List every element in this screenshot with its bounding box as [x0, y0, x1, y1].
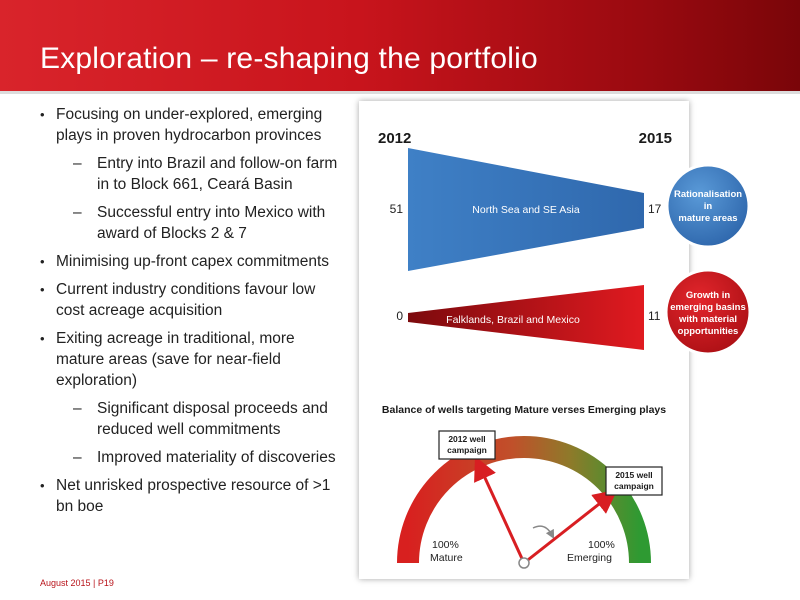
bullet-item: Focusing on under-explored, emerging pla… — [40, 104, 340, 146]
callout-2015-line: 2015 well — [615, 470, 652, 480]
header-bar: Exploration – re-shaping the portfolio — [0, 0, 800, 91]
emerging-wedge — [408, 285, 644, 350]
rotation-arrow — [532, 525, 555, 539]
mature-start-value: 51 — [390, 202, 404, 216]
bullet-item: Current industry conditions favour low c… — [40, 279, 340, 321]
callout-2012-box — [438, 430, 496, 460]
emerging-wedge-label: Falklands, Brazil and Mexico — [446, 314, 580, 326]
emerging-end-value: 11 — [648, 309, 661, 323]
page-title: Exploration – re-shaping the portfolio — [40, 42, 538, 75]
bullet-item: Net unrisked prospective resource of >1 … — [40, 475, 340, 517]
year-start-label: 2012 — [378, 130, 411, 147]
bullet-item: Minimising up-front capex commitments — [40, 251, 340, 272]
gauge-left-pct: 100% — [432, 539, 459, 551]
mature-wedge — [408, 148, 644, 271]
emerging-badge-line: Growth in — [686, 290, 731, 301]
callout-2012-line: 2012 well — [448, 434, 485, 444]
emerging-badge-line: with material — [678, 314, 737, 325]
sub-bullet-item: Significant disposal proceeds and reduce… — [40, 398, 340, 440]
header-divider — [0, 91, 800, 94]
emerging-badge-line: opportunities — [678, 326, 739, 337]
gauge-title: Balance of wells targeting Mature verses… — [382, 404, 666, 416]
bullet-item: Exiting acreage in traditional, more mat… — [40, 328, 340, 391]
gauge-right-label: Emerging — [567, 552, 612, 564]
gauge-left-label: Mature — [430, 552, 463, 564]
mature-badge-line: Rationalisation — [674, 189, 742, 200]
emerging-badge-line: emerging basins — [670, 302, 746, 313]
sub-bullet-item: Improved materiality of discoveries — [40, 447, 340, 468]
mature-badge-line: in — [704, 201, 713, 212]
mature-badge — [665, 163, 751, 249]
gauge-pivot — [518, 557, 530, 569]
emerging-start-value: 0 — [396, 309, 403, 323]
sub-bullet-item: Entry into Brazil and follow-on farm in … — [40, 153, 340, 195]
callout-2015-line: campaign — [614, 481, 654, 491]
footer-date-page: August 2015 | P19 — [40, 578, 114, 588]
mature-end-value: 17 — [648, 202, 662, 216]
needle-2012 — [474, 456, 526, 564]
sub-bullet-item: Successful entry into Mexico with award … — [40, 202, 340, 244]
needle-2015 — [523, 489, 618, 565]
gauge-right-pct: 100% — [588, 539, 615, 551]
mature-wedge-label: North Sea and SE Asia — [472, 204, 580, 216]
emerging-badge — [664, 268, 752, 356]
callout-2015-box — [605, 466, 663, 496]
year-end-label: 2015 — [639, 130, 672, 147]
gauge-arc — [397, 436, 651, 564]
bullet-list: Focusing on under-explored, emerging pla… — [40, 104, 340, 524]
callout-2012-line: campaign — [447, 445, 487, 455]
mature-badge-line: mature areas — [678, 213, 737, 224]
